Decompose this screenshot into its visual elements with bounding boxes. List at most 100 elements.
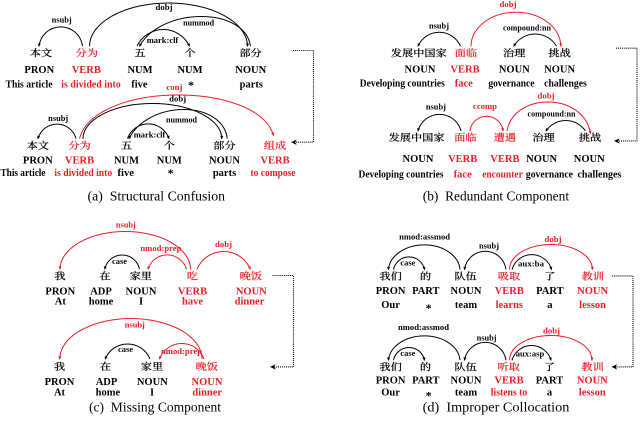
svg-text:home: home xyxy=(89,297,114,308)
svg-text:nsubj: nsubj xyxy=(429,21,449,30)
svg-text:PART: PART xyxy=(412,286,439,297)
svg-text:nsubj: nsubj xyxy=(48,114,68,123)
svg-text:dobj: dobj xyxy=(545,235,562,244)
svg-text:dinner: dinner xyxy=(235,297,265,308)
svg-text:PRON: PRON xyxy=(376,376,406,387)
svg-text:NUM: NUM xyxy=(127,65,152,76)
svg-text:have: have xyxy=(182,297,203,308)
svg-text:(c) Missing Component: (c) Missing Component xyxy=(89,399,221,414)
svg-text:a: a xyxy=(547,388,553,399)
svg-text:NOUN: NOUN xyxy=(544,65,575,76)
svg-text:I: I xyxy=(150,387,154,398)
svg-text:PRON: PRON xyxy=(45,377,75,388)
svg-text:nsubj: nsubj xyxy=(52,16,72,25)
svg-text:Developing countries: Developing countries xyxy=(360,79,445,90)
svg-text:home: home xyxy=(96,387,121,398)
svg-text:dobj: dobj xyxy=(500,0,517,9)
svg-text:governance: governance xyxy=(488,79,534,90)
svg-text:Developing countries: Developing countries xyxy=(359,170,444,181)
svg-text:PRON: PRON xyxy=(376,286,406,297)
svg-text:NOUN: NOUN xyxy=(577,286,608,297)
svg-text:dinner: dinner xyxy=(192,387,222,398)
svg-text:VERB: VERB xyxy=(65,156,94,167)
svg-text:is divided into: is divided into xyxy=(61,79,121,90)
svg-text:nsubj: nsubj xyxy=(125,321,145,330)
svg-text:governance: governance xyxy=(526,170,573,181)
svg-text:nsubj: nsubj xyxy=(426,103,446,112)
svg-text:NUM: NUM xyxy=(157,156,182,167)
svg-text:NOUN: NOUN xyxy=(126,287,157,298)
svg-text:VERB: VERB xyxy=(448,154,477,165)
svg-text:team: team xyxy=(455,300,477,311)
svg-text:PART: PART xyxy=(536,376,563,387)
svg-text:NOUN: NOUN xyxy=(526,154,557,165)
svg-text:NOUN: NOUN xyxy=(209,156,240,167)
svg-text:*: * xyxy=(188,78,194,92)
svg-text:At: At xyxy=(55,297,67,308)
svg-text:NOUN: NOUN xyxy=(499,65,530,76)
svg-text:nummod: nummod xyxy=(183,19,214,28)
svg-text:nmod:assmod: nmod:assmod xyxy=(399,233,450,242)
svg-text:nsubj: nsubj xyxy=(479,241,499,250)
svg-text:mark:clf: mark:clf xyxy=(134,131,166,140)
svg-text:PRON: PRON xyxy=(23,156,53,167)
svg-text:to compose: to compose xyxy=(251,168,296,179)
svg-text:(a) Structural Confusion: (a) Structural Confusion xyxy=(88,188,226,203)
svg-text:(b) Redundant Component: (b) Redundant Component xyxy=(423,188,570,203)
svg-text:NOUN: NOUN xyxy=(405,65,436,76)
svg-text:NOUN: NOUN xyxy=(236,287,267,298)
svg-text:five: five xyxy=(131,79,148,90)
svg-text:dobj: dobj xyxy=(538,92,555,101)
svg-text:NOUN: NOUN xyxy=(451,286,482,297)
svg-text:(d) Improper Collocation: (d) Improper Collocation xyxy=(423,399,570,414)
svg-text:At: At xyxy=(54,387,66,398)
svg-text:PART: PART xyxy=(412,376,439,387)
svg-text:NOUN: NOUN xyxy=(137,377,168,388)
svg-text:PRON: PRON xyxy=(24,65,54,76)
svg-text:VERB: VERB xyxy=(72,65,101,76)
svg-text:face: face xyxy=(455,79,473,90)
svg-text:dobj: dobj xyxy=(543,327,560,336)
svg-text:PRON: PRON xyxy=(45,287,75,298)
svg-text:nmod:prep: nmod:prep xyxy=(140,244,181,253)
svg-text:nmod:assmod: nmod:assmod xyxy=(398,323,449,332)
svg-text:aux:ba: aux:ba xyxy=(518,259,545,268)
svg-text:is divided into: is divided into xyxy=(54,168,112,179)
svg-text:ADP: ADP xyxy=(90,287,112,298)
svg-text:VERB: VERB xyxy=(450,65,479,76)
svg-text:dobj: dobj xyxy=(156,3,173,12)
svg-text:challenges: challenges xyxy=(578,170,622,181)
svg-text:nsubj: nsubj xyxy=(116,221,136,230)
svg-text:case: case xyxy=(112,257,127,266)
svg-text:parts: parts xyxy=(213,168,236,179)
svg-text:compound:nn: compound:nn xyxy=(503,24,551,33)
svg-text:VERB: VERB xyxy=(495,286,524,297)
svg-text:This article: This article xyxy=(6,79,53,90)
svg-text:NOUN: NOUN xyxy=(403,154,434,165)
svg-text:Our: Our xyxy=(381,388,400,399)
svg-text:VERB: VERB xyxy=(178,287,207,298)
svg-text:nsubj: nsubj xyxy=(477,334,497,343)
svg-text:ADP: ADP xyxy=(96,377,118,388)
svg-text:compound:nn: compound:nn xyxy=(528,110,576,119)
svg-text:lesson: lesson xyxy=(579,388,606,399)
svg-text:NUM: NUM xyxy=(114,156,139,167)
svg-text:listens to: listens to xyxy=(491,388,527,399)
svg-text:VERB: VERB xyxy=(490,154,519,165)
svg-text:encounter: encounter xyxy=(482,170,523,181)
svg-text:Our: Our xyxy=(381,300,400,311)
svg-text:I: I xyxy=(139,297,143,308)
svg-text:dobj: dobj xyxy=(215,240,232,249)
svg-text:*: * xyxy=(168,166,174,180)
svg-text:NOUN: NOUN xyxy=(574,154,605,165)
svg-text:VERB: VERB xyxy=(260,156,289,167)
svg-text:*: * xyxy=(426,301,432,315)
svg-text:This article: This article xyxy=(1,168,46,179)
svg-text:nmod:prep: nmod:prep xyxy=(161,347,202,356)
svg-text:face: face xyxy=(454,170,472,181)
svg-text:team: team xyxy=(455,388,477,399)
svg-text:learns: learns xyxy=(496,300,523,311)
svg-text:parts: parts xyxy=(240,79,263,90)
svg-text:a: a xyxy=(547,300,553,311)
svg-text:challenges: challenges xyxy=(544,79,587,90)
